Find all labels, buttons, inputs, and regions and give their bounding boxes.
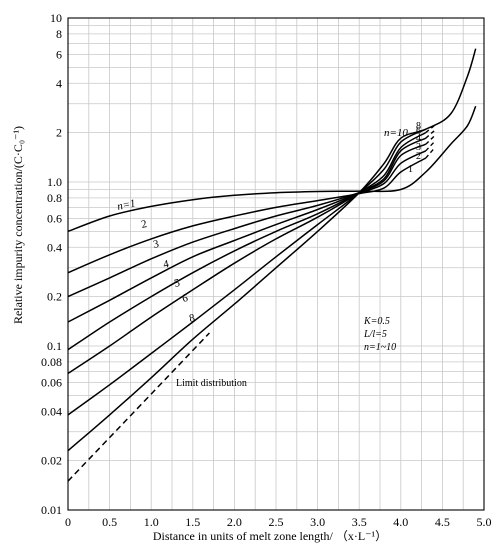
series-label-6: 6 — [181, 292, 189, 305]
end-label-4: 4 — [416, 133, 421, 144]
limit-distribution-line — [67, 332, 210, 482]
y-tick-label: 0.06 — [41, 375, 62, 389]
y-tick-label: 0.4 — [47, 240, 62, 254]
annotation-ratio: L/l=5 — [363, 329, 387, 340]
y-tick-label: 4 — [56, 76, 62, 90]
series-label-7: 8 — [188, 312, 196, 325]
series-line-8 — [67, 48, 477, 452]
end-label-2: 2 — [416, 151, 421, 162]
limit-distribution-label: Limit distribution — [176, 378, 247, 389]
series-line-3 — [67, 150, 427, 298]
annotation-k: K=0.5 — [363, 316, 390, 327]
x-tick-label: 0.5 — [102, 515, 117, 529]
y-tick-label: 6 — [56, 47, 62, 61]
grid — [67, 17, 485, 511]
dashed-extension-3 — [425, 135, 435, 145]
series-line-6 — [67, 131, 427, 375]
series-label-3: 3 — [152, 238, 160, 251]
x-tick-label: 5.0 — [477, 515, 492, 529]
x-tick-label: 2.0 — [227, 515, 242, 529]
y-tick-label: 1.0 — [47, 175, 62, 189]
x-tick-label: 3.0 — [310, 515, 325, 529]
plot-frame — [67, 17, 485, 511]
x-tick-label: 3.5 — [352, 515, 367, 529]
x-tick-label: 4.5 — [435, 515, 450, 529]
y-axis-label: Relative impurity concentration/(C·C₀⁻¹) — [11, 126, 25, 324]
end-label-6: 8 — [416, 121, 421, 132]
x-axis-label: Distance in units of melt zone length/ （… — [153, 529, 387, 543]
series-line-1 — [67, 105, 477, 233]
y-tick-label: 0.02 — [41, 454, 62, 468]
series-line-5 — [67, 137, 427, 351]
y-tick-label: 0.2 — [47, 290, 62, 304]
x-tick-label: 4.0 — [393, 515, 408, 529]
x-tick-label: 1.0 — [144, 515, 159, 529]
ticks: 0 0.5 1.0 1.5 2.0 2.5 3.0 3.5 4.0 4.5 5.0 0.01 0.02 0… — [41, 11, 492, 529]
y-tick-label: 0.01 — [41, 503, 62, 517]
series-label-4: 4 — [162, 258, 170, 271]
dashed-extension-5 — [425, 125, 435, 134]
y-tick-label: 8 — [56, 27, 62, 41]
y-tick-label: 0.04 — [41, 404, 62, 418]
series-line-4 — [67, 143, 427, 323]
y-tick-label: 0.08 — [41, 355, 62, 369]
annotation-n-range: n=1~10 — [364, 342, 396, 353]
series-label-8: n=10 — [384, 127, 408, 139]
dashed-extension-2 — [425, 141, 435, 152]
y-tick-label: 10 — [50, 11, 62, 25]
dashed-extension-4 — [425, 130, 435, 139]
x-tick-label: 0 — [65, 515, 71, 529]
y-tick-label: 0.8 — [47, 191, 62, 205]
labels: Distance in units of melt zone length/ （… — [11, 126, 396, 543]
end-label-5: 6 — [416, 126, 421, 137]
plot-border — [67, 17, 485, 511]
series-label-2: 2 — [140, 218, 148, 231]
dashed-extension-1 — [425, 148, 435, 159]
end-label-1: 1 — [408, 164, 413, 175]
series-label-1: n=1 — [116, 197, 137, 213]
y-tick-label: 2 — [56, 126, 62, 140]
series-line-2 — [67, 157, 427, 274]
x-tick-label: 1.5 — [185, 515, 200, 529]
y-tick-label: 0.1 — [47, 339, 62, 353]
end-label-3: 3 — [416, 142, 421, 153]
x-tick-label: 2.5 — [269, 515, 284, 529]
series-line-7 — [67, 128, 427, 416]
series-label-5: 5 — [173, 277, 181, 290]
y-tick-label: 0.6 — [47, 211, 62, 225]
